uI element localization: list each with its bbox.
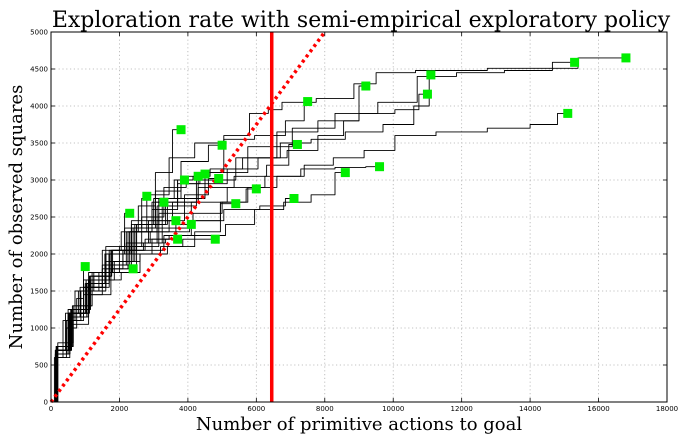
y-tick-label: 500 bbox=[35, 362, 48, 370]
goal-marker bbox=[621, 53, 631, 63]
exploration-run-line-13 bbox=[51, 198, 151, 403]
exploration-run-line-29 bbox=[51, 61, 575, 403]
goal-marker bbox=[289, 194, 299, 203]
goal-marker bbox=[159, 197, 169, 207]
goal-marker bbox=[251, 184, 261, 194]
y-tick-label: 3500 bbox=[30, 140, 48, 148]
y-tick-label: 5000 bbox=[30, 29, 48, 37]
y-axis-title: Number of observed squares bbox=[6, 85, 27, 350]
y-tick-label: 2500 bbox=[30, 214, 48, 222]
goal-marker bbox=[171, 216, 181, 226]
goal-marker bbox=[80, 262, 90, 272]
goal-marker bbox=[125, 208, 135, 218]
ticks-layer: 0 2000 4000 6000 8000 10000 12000 14000 16000 180… bbox=[30, 29, 678, 414]
goal-markers-layer bbox=[80, 53, 631, 274]
goal-marker bbox=[217, 140, 227, 150]
exploration-run-line-2 bbox=[51, 74, 431, 403]
goal-marker bbox=[193, 171, 203, 181]
goal-marker bbox=[361, 81, 371, 91]
exploration-run-line-28 bbox=[51, 93, 428, 403]
y-tick-label: 1500 bbox=[30, 288, 48, 296]
goal-marker bbox=[142, 191, 152, 201]
y-tick-label: 1000 bbox=[30, 325, 48, 333]
goal-marker bbox=[426, 70, 436, 80]
exploration-run-line-27 bbox=[51, 166, 380, 403]
x-tick-label: 14000 bbox=[519, 405, 541, 413]
goal-marker bbox=[210, 234, 220, 244]
exploration-run-line-21 bbox=[51, 173, 205, 403]
goal-marker bbox=[179, 175, 189, 185]
x-tick-label: 6000 bbox=[247, 405, 265, 413]
x-tick-label: 18000 bbox=[656, 405, 678, 413]
y-tick-label: 2000 bbox=[30, 251, 48, 259]
x-tick-label: 10000 bbox=[382, 405, 404, 413]
exploration-run-line-8 bbox=[51, 238, 216, 403]
exploration-run-line-5 bbox=[51, 112, 568, 403]
y-tick-label: 4500 bbox=[30, 66, 48, 74]
goal-marker bbox=[186, 219, 196, 229]
x-tick-label: 16000 bbox=[587, 405, 609, 413]
y-tick-label: 3000 bbox=[30, 177, 48, 185]
x-tick-label: 4000 bbox=[179, 405, 197, 413]
goal-marker bbox=[292, 139, 302, 149]
y-tick-label: 0 bbox=[44, 399, 48, 407]
x-tick-label: 0 bbox=[49, 405, 53, 413]
goal-marker bbox=[173, 234, 183, 244]
exploration-run-line-7 bbox=[51, 85, 366, 403]
x-axis-title: Number of primitive actions to goal bbox=[196, 414, 522, 435]
goal-marker bbox=[422, 89, 432, 99]
x-tick-label: 2000 bbox=[111, 405, 129, 413]
chart-title: Exploration rate with semi-empirical exp… bbox=[52, 8, 671, 33]
x-tick-label: 8000 bbox=[316, 405, 334, 413]
runs-layer bbox=[51, 57, 626, 403]
goal-marker bbox=[231, 199, 241, 209]
exploration-run-line-1 bbox=[51, 57, 626, 403]
goal-marker bbox=[214, 174, 224, 184]
y-tick-label: 4000 bbox=[30, 103, 48, 111]
goal-marker bbox=[375, 162, 385, 172]
goal-marker bbox=[303, 97, 313, 107]
goal-marker bbox=[570, 57, 580, 67]
exploration-run-line-12 bbox=[51, 129, 181, 403]
goal-marker bbox=[200, 169, 210, 179]
reference-dotted-line bbox=[49, 30, 327, 404]
goal-marker bbox=[128, 264, 138, 274]
x-tick-label: 12000 bbox=[451, 405, 473, 413]
goal-marker bbox=[563, 108, 573, 118]
goal-marker bbox=[176, 125, 186, 135]
exploration-run-line-20 bbox=[51, 175, 199, 403]
goal-marker bbox=[340, 168, 350, 178]
exploration-run-line-4 bbox=[51, 198, 294, 403]
reference-layer bbox=[49, 30, 327, 404]
